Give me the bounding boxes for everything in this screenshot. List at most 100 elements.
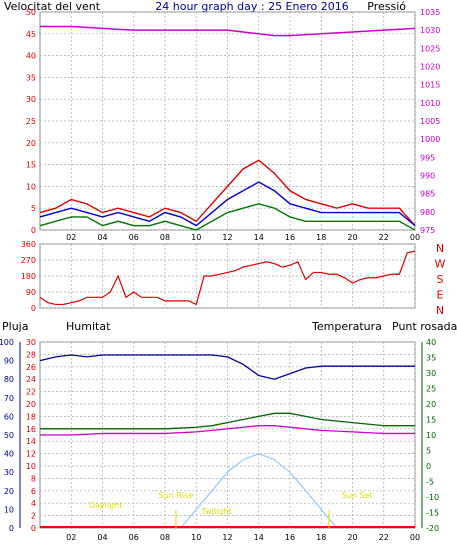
rain-tick-label: 16: [26, 425, 36, 434]
temperature-tick-label: -10: [426, 493, 439, 502]
direction-tick-label: 360: [21, 240, 36, 249]
rain-tick-label: 20: [26, 400, 36, 409]
temperature-tick-label: 35: [426, 354, 436, 363]
rain-tick-label: 12: [26, 450, 36, 459]
compass-label: N: [436, 304, 444, 317]
wind-tick-label: 20: [26, 139, 36, 148]
temperature-axis-label: Temperatura: [311, 320, 382, 333]
wind-tick-label: 30: [26, 95, 36, 104]
x-tick-label: 08: [160, 533, 170, 542]
x-tick-label: 12: [222, 533, 232, 542]
temperature-tick-label: -15: [426, 509, 439, 518]
humidity-tick-label: 80: [4, 375, 14, 384]
direction-y-ticks: 0 90 180 270 360: [21, 240, 36, 313]
humidity-tick-label: 30: [4, 468, 14, 477]
humidity-tick-label: 70: [4, 394, 14, 403]
humidity-tick-label: 60: [4, 412, 14, 421]
humidity-tick-label: 100: [0, 338, 14, 347]
x-tick-label: 10: [191, 233, 201, 242]
x-tick-label: 14: [254, 233, 264, 242]
temperature-tick-label: -20: [426, 524, 439, 533]
humidity-axis-label: Humitat: [66, 320, 111, 333]
x-tick-label: 12: [222, 233, 232, 242]
rain-tick-label: 8: [31, 474, 36, 483]
pressure-tick-label: 1000: [420, 135, 440, 144]
x-tick-label: 04: [97, 233, 107, 242]
humidity-tick-label: 40: [4, 450, 14, 459]
pressure-tick-label: 1030: [420, 26, 440, 35]
x-tick-label: 04: [97, 533, 107, 542]
wind-tick-label: 0: [31, 226, 36, 235]
x-tick-label: 20: [347, 533, 357, 542]
humidity-y-ticks: 0 10 20 30 40 50 60 70 80 90 100: [0, 338, 14, 533]
solar-annotations: Sun Rise Sun Set Daylight Twilight: [89, 491, 373, 528]
humidity-series-line: [39, 354, 415, 380]
dewpoint-series-line: [40, 425, 415, 436]
wind-tick-label: 45: [26, 30, 36, 39]
pressure-series-line: [40, 25, 416, 37]
direction-series-line: [39, 250, 416, 306]
rain-tick-label: 24: [26, 375, 36, 384]
solar-curve-line: [180, 452, 338, 529]
humidity-tick-label: 10: [4, 505, 14, 514]
temperature-tick-label: 20: [426, 400, 436, 409]
x-tick-label: 06: [129, 533, 139, 542]
rain-tick-label: 6: [31, 487, 36, 496]
annotation-label: Daylight: [89, 501, 123, 510]
wind-axis-label: Velocitat del vent: [4, 0, 101, 13]
compass-label: S: [437, 273, 444, 286]
direction-tick-label: 270: [21, 256, 36, 265]
wind-series-line: [39, 159, 416, 227]
humidity-tick-label: 50: [4, 431, 14, 440]
rain-axis-label: Pluja: [2, 320, 28, 333]
temperature-series-line: [40, 412, 415, 430]
wind-tick-label: 40: [26, 52, 36, 61]
temperature-y-ticks: -20 -15 -10 -5 0 5 10 15 20 25 30 35 40: [426, 338, 439, 533]
x-tick-label: 16: [285, 233, 295, 242]
climate-series: [39, 354, 415, 529]
temperature-tick-label: 10: [426, 431, 436, 440]
x-tick-label: 06: [129, 233, 139, 242]
wind-pressure-grid: [40, 11, 416, 231]
wind-series-line: [39, 203, 416, 231]
x-tick-label: 08: [160, 233, 170, 242]
pressure-tick-label: 1005: [420, 117, 440, 126]
rain-tick-label: 28: [26, 350, 36, 359]
wind-tick-label: 50: [26, 8, 36, 17]
pressure-tick-label: 1010: [420, 99, 440, 108]
x-tick-label: 02: [66, 233, 76, 242]
wind-tick-label: 25: [26, 117, 36, 126]
x-tick-label: 18: [316, 533, 326, 542]
wind-tick-label: 15: [26, 161, 36, 170]
x-tick-label: 20: [347, 233, 357, 242]
rain-tick-label: 30: [26, 338, 36, 347]
rain-tick-label: 2: [31, 512, 36, 521]
temperature-tick-label: 0: [426, 462, 431, 471]
pressure-y-ticks: 975 980 985 990 995 1000 1005 1010 1015 1020 1025 1…: [420, 8, 440, 235]
pressure-tick-label: 990: [420, 172, 435, 181]
rain-tick-label: 4: [31, 499, 36, 508]
chart-title: 24 hour graph day : 25 Enero 2016: [155, 0, 349, 13]
temperature-tick-label: 5: [426, 447, 431, 456]
annotation-label: Sun Set: [342, 491, 373, 500]
temperature-tick-label: 40: [426, 338, 436, 347]
pressure-tick-label: 980: [420, 208, 435, 217]
pressure-axis-label: Pressió: [367, 0, 406, 13]
x-tick-label: 16: [285, 533, 295, 542]
x-tick-label: 22: [379, 533, 389, 542]
compass-label: W: [435, 258, 446, 271]
rain-tick-label: 26: [26, 363, 36, 372]
annotation-label: Twilight: [201, 507, 232, 516]
pressure-tick-label: 985: [420, 190, 435, 199]
wind-tick-label: 5: [31, 204, 36, 213]
wind-x-ticks: 02 04 06 08 10 12 14 16 18 20 22 00: [66, 233, 420, 242]
humidity-tick-label: 20: [4, 487, 14, 496]
temperature-tick-label: 15: [426, 416, 436, 425]
direction-tick-label: 90: [26, 288, 36, 297]
temperature-tick-label: 25: [426, 385, 436, 394]
wind-series-line: [39, 181, 416, 227]
annotation-label: Sun Rise: [159, 491, 194, 500]
